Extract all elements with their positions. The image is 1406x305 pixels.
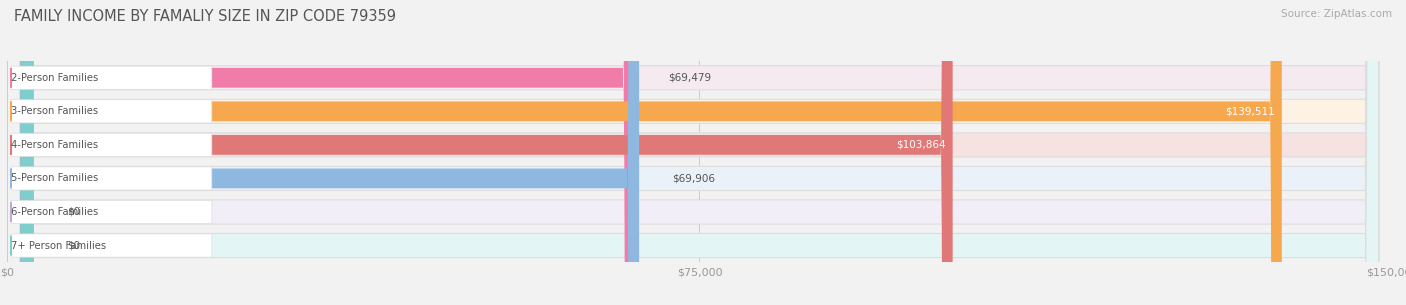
FancyBboxPatch shape: [20, 0, 1379, 305]
Text: 3-Person Families: 3-Person Families: [11, 106, 98, 116]
FancyBboxPatch shape: [11, 200, 212, 224]
FancyBboxPatch shape: [20, 0, 640, 305]
Text: 4-Person Families: 4-Person Families: [11, 140, 98, 150]
FancyBboxPatch shape: [20, 0, 636, 305]
FancyBboxPatch shape: [20, 0, 1379, 305]
Text: 7+ Person Families: 7+ Person Families: [11, 241, 107, 250]
FancyBboxPatch shape: [11, 100, 212, 123]
FancyBboxPatch shape: [20, 0, 1379, 305]
Text: $69,479: $69,479: [668, 73, 711, 83]
Text: 5-Person Families: 5-Person Families: [11, 174, 98, 183]
FancyBboxPatch shape: [11, 167, 212, 190]
Text: Source: ZipAtlas.com: Source: ZipAtlas.com: [1281, 9, 1392, 19]
Text: FAMILY INCOME BY FAMALIY SIZE IN ZIP CODE 79359: FAMILY INCOME BY FAMALIY SIZE IN ZIP COD…: [14, 9, 396, 24]
Text: 2-Person Families: 2-Person Families: [11, 73, 98, 83]
FancyBboxPatch shape: [20, 0, 953, 305]
FancyBboxPatch shape: [11, 133, 212, 156]
Text: $0: $0: [67, 207, 80, 217]
FancyBboxPatch shape: [20, 0, 34, 305]
FancyBboxPatch shape: [11, 66, 212, 89]
Text: $69,906: $69,906: [672, 174, 716, 183]
FancyBboxPatch shape: [20, 0, 1282, 305]
Text: 6-Person Families: 6-Person Families: [11, 207, 98, 217]
Text: $103,864: $103,864: [897, 140, 946, 150]
Text: $139,511: $139,511: [1226, 106, 1275, 116]
FancyBboxPatch shape: [11, 234, 212, 257]
FancyBboxPatch shape: [20, 0, 1379, 305]
FancyBboxPatch shape: [20, 0, 34, 305]
FancyBboxPatch shape: [20, 0, 1379, 305]
Text: $0: $0: [67, 241, 80, 250]
FancyBboxPatch shape: [20, 0, 1379, 305]
